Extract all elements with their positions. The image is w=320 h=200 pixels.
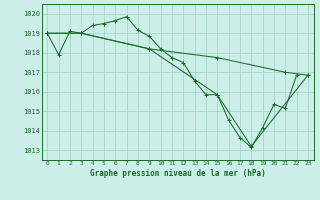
X-axis label: Graphe pression niveau de la mer (hPa): Graphe pression niveau de la mer (hPa) bbox=[90, 169, 266, 178]
